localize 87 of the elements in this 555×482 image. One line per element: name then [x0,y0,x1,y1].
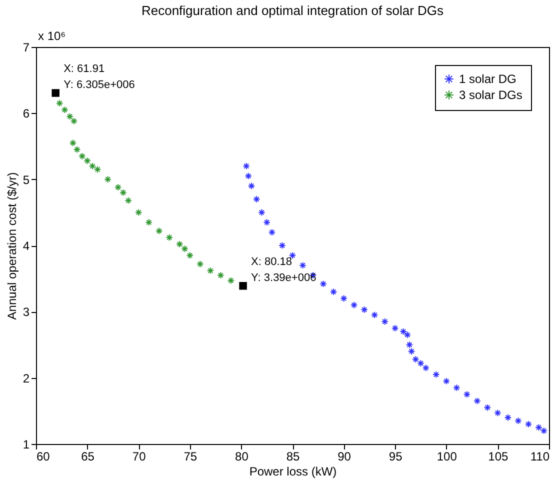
point [408,348,416,356]
y-tick-label: 1 [22,438,30,452]
point [66,112,74,120]
point [78,152,86,160]
point [196,260,204,268]
point [463,390,471,398]
point [422,364,430,372]
point [61,106,68,114]
x-tick-label: 110 [530,450,550,464]
point [432,370,440,378]
point [155,227,163,235]
point [263,218,271,226]
point [442,377,450,385]
point [227,276,235,284]
point [186,252,194,260]
y-tick-label: 7 [22,40,30,54]
x-tick-label: 65 [81,450,95,464]
x-tick-label: 90 [338,450,352,464]
point [145,218,153,226]
point [166,234,174,242]
x-tick-label: 60 [36,450,50,464]
point [114,184,122,191]
x-tick-label: 105 [488,450,509,464]
point [258,208,266,216]
x-tick-label: 95 [388,450,403,464]
legend-label: 1 solar DG [459,72,516,86]
point [412,356,420,363]
point [104,176,112,183]
text: x 10⁶ [38,29,66,43]
point [330,288,338,296]
point [524,420,532,428]
point [244,172,252,180]
point [299,262,306,270]
point [88,162,96,170]
y-tick-label: 2 [22,371,30,386]
y-axis-title: Annual operation cost ($/yr) [4,172,19,320]
point [84,157,91,164]
point [540,427,548,434]
legend-label: 3 solar DGs [459,88,522,102]
point [69,139,77,147]
point [70,117,78,125]
point [350,301,358,309]
y-tick-label: 3 [22,305,30,320]
point [484,404,492,412]
point [494,409,502,417]
point [94,166,102,174]
point [514,417,522,425]
point [535,424,542,432]
point [252,196,260,203]
point [404,331,412,338]
x-tick-label: 85 [286,450,300,464]
y-tick-label: 4 [22,239,30,253]
x-tick-label: 70 [132,450,146,464]
point [453,384,460,392]
point [120,188,127,196]
point [181,245,188,252]
point [406,341,414,348]
point [381,318,388,326]
x-axis-title: Power loss (kW) [249,464,337,478]
point [134,208,142,216]
annotation: X: 80.18 Y: 3.39e+006 [251,256,316,284]
point [248,182,256,190]
point [370,311,378,319]
point [400,328,407,336]
y-tick-label: 6 [22,106,30,121]
point [360,306,368,314]
point [176,240,184,248]
point [417,360,424,367]
point [474,397,481,405]
x-tick-label: 75 [184,450,198,464]
point [278,242,286,250]
point [217,272,224,279]
point [124,196,132,204]
point [320,280,327,288]
point [56,100,64,107]
point [268,228,276,236]
point [504,414,512,422]
y-tick-label: 5 [22,172,30,187]
point [391,324,399,332]
x-tick-label: 80 [235,450,249,464]
point [242,162,250,170]
point [206,266,214,274]
point [73,146,81,154]
chart-title: Reconfiguration and optimal integration of solar DGs [141,3,444,18]
point [340,294,348,302]
x-tick-label: 100 [436,450,458,464]
annotation: X: 61.91 Y: 6.305e+006 [64,62,135,91]
